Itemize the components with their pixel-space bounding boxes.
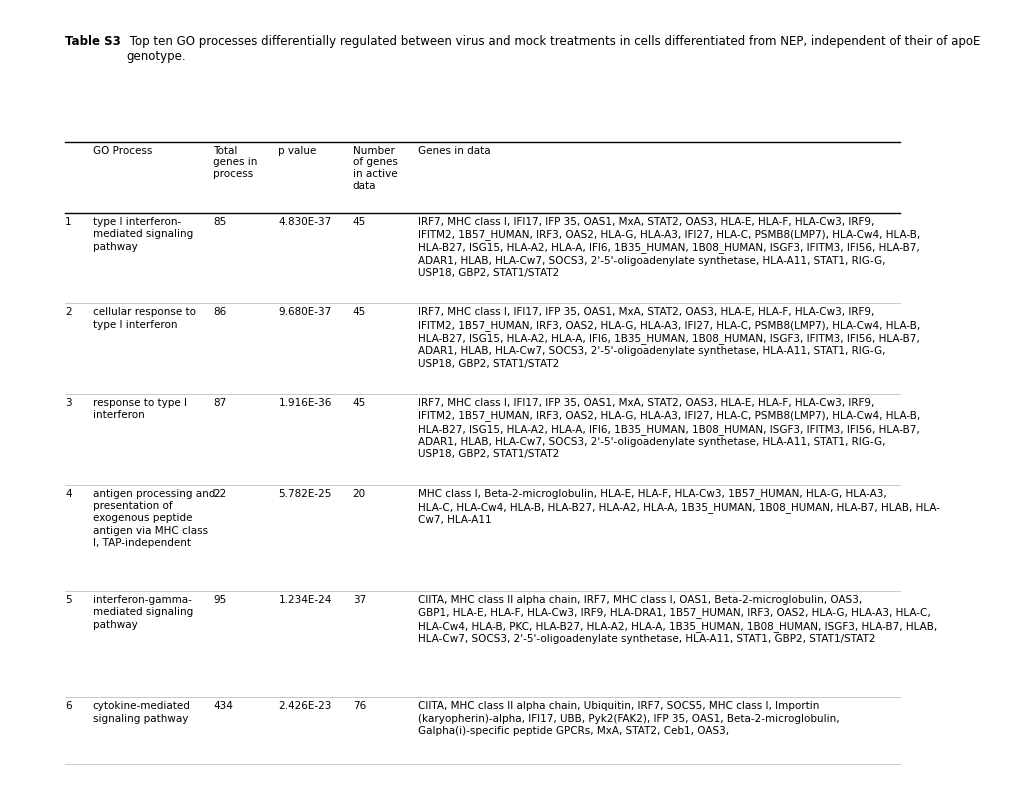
Text: Top ten GO processes differentially regulated between virus and mock treatments : Top ten GO processes differentially regu… <box>126 35 979 64</box>
Text: Number
of genes
in active
data: Number of genes in active data <box>353 146 397 191</box>
Text: 20: 20 <box>353 489 366 499</box>
Text: antigen processing and
presentation of
exogenous peptide
antigen via MHC class
I: antigen processing and presentation of e… <box>93 489 215 548</box>
Text: GO Process: GO Process <box>93 146 152 156</box>
Text: 5.782E-25: 5.782E-25 <box>278 489 331 499</box>
Text: 4.830E-37: 4.830E-37 <box>278 217 331 227</box>
Text: 3: 3 <box>65 398 71 408</box>
Text: CIITA, MHC class II alpha chain, IRF7, MHC class I, OAS1, Beta-2-microglobulin, : CIITA, MHC class II alpha chain, IRF7, M… <box>418 595 936 644</box>
Text: interferon-gamma-
mediated signaling
pathway: interferon-gamma- mediated signaling pat… <box>93 595 193 630</box>
Text: Total
genes in
process: Total genes in process <box>213 146 258 179</box>
Text: response to type I
interferon: response to type I interferon <box>93 398 186 420</box>
Text: 1: 1 <box>65 217 71 227</box>
Text: IRF7, MHC class I, IFI17, IFP 35, OAS1, MxA, STAT2, OAS3, HLA-E, HLA-F, HLA-Cw3,: IRF7, MHC class I, IFI17, IFP 35, OAS1, … <box>418 398 919 459</box>
Text: type I interferon-
mediated signaling
pathway: type I interferon- mediated signaling pa… <box>93 217 193 251</box>
Text: 86: 86 <box>213 307 226 318</box>
Text: 22: 22 <box>213 489 226 499</box>
Text: 45: 45 <box>353 307 366 318</box>
Text: Table S3: Table S3 <box>65 35 120 48</box>
Text: 434: 434 <box>213 701 233 712</box>
Text: 6: 6 <box>65 701 71 712</box>
Text: 76: 76 <box>353 701 366 712</box>
Text: cytokine-mediated
signaling pathway: cytokine-mediated signaling pathway <box>93 701 191 723</box>
Text: MHC class I, Beta-2-microglobulin, HLA-E, HLA-F, HLA-Cw3, 1B57_HUMAN, HLA-G, HLA: MHC class I, Beta-2-microglobulin, HLA-E… <box>418 489 938 525</box>
Text: 1.234E-24: 1.234E-24 <box>278 595 331 605</box>
Text: IRF7, MHC class I, IFI17, IFP 35, OAS1, MxA, STAT2, OAS3, HLA-E, HLA-F, HLA-Cw3,: IRF7, MHC class I, IFI17, IFP 35, OAS1, … <box>418 307 919 369</box>
Text: 37: 37 <box>353 595 366 605</box>
Text: 2.426E-23: 2.426E-23 <box>278 701 331 712</box>
Text: CIITA, MHC class II alpha chain, Ubiquitin, IRF7, SOCS5, MHC class I, Importin
(: CIITA, MHC class II alpha chain, Ubiquit… <box>418 701 839 736</box>
Text: 45: 45 <box>353 398 366 408</box>
Text: 5: 5 <box>65 595 71 605</box>
Text: 85: 85 <box>213 217 226 227</box>
Text: Genes in data: Genes in data <box>418 146 490 156</box>
Text: IRF7, MHC class I, IFI17, IFP 35, OAS1, MxA, STAT2, OAS3, HLA-E, HLA-F, HLA-Cw3,: IRF7, MHC class I, IFI17, IFP 35, OAS1, … <box>418 217 919 278</box>
Text: 45: 45 <box>353 217 366 227</box>
Text: p value: p value <box>278 146 317 156</box>
Text: 2: 2 <box>65 307 71 318</box>
Text: 4: 4 <box>65 489 71 499</box>
Text: 95: 95 <box>213 595 226 605</box>
Text: cellular response to
type I interferon: cellular response to type I interferon <box>93 307 196 329</box>
Text: 9.680E-37: 9.680E-37 <box>278 307 331 318</box>
Text: 87: 87 <box>213 398 226 408</box>
Text: 1.916E-36: 1.916E-36 <box>278 398 331 408</box>
